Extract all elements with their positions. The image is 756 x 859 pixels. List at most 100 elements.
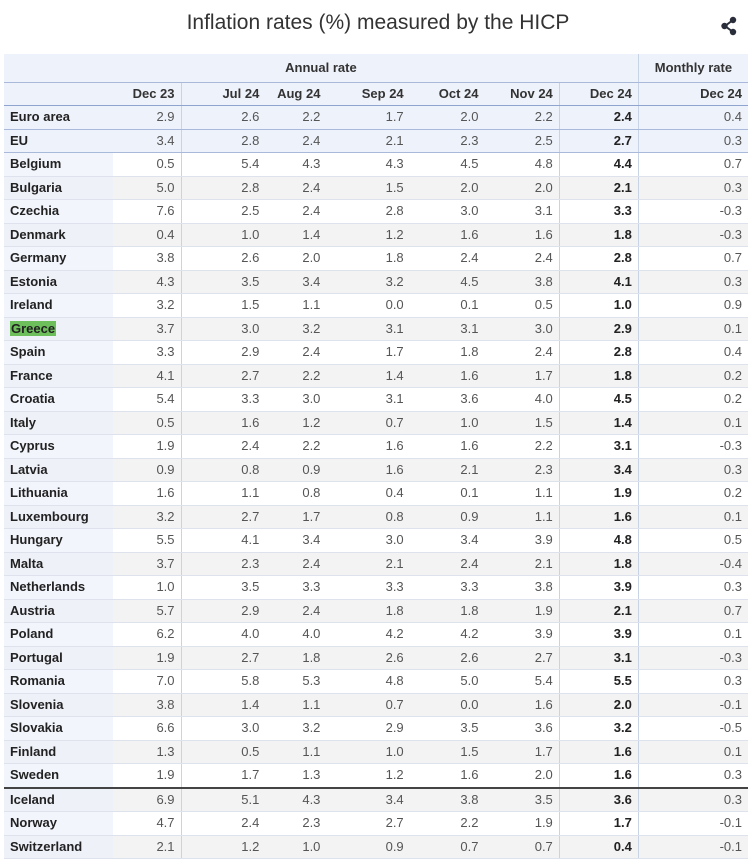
value-cell-nov24: 3.9 [484,528,560,553]
value-cell-nov24: 3.1 [484,199,560,224]
value-cell-dec24-annual: 4.5 [558,387,639,412]
country-column-header [4,82,113,106]
value-cell-sep24: 3.1 [326,317,410,341]
value-cell-dec24-annual: 1.8 [558,552,639,576]
value-cell-jul24: 2.4 [181,434,266,459]
country-label: Romania [10,673,65,689]
value-cell-oct24: 2.3 [409,129,485,153]
page-title: Inflation rates (%) measured by the HICP [186,11,570,34]
value-cell-sep24: 1.4 [326,364,410,388]
value-cell-dec23: 3.8 [112,693,182,717]
country-cell: Austria [4,599,113,623]
value-cell-dec24-monthly: 0.3 [638,669,748,694]
value-cell-aug24: 2.3 [265,811,327,836]
country-label: Austria [10,602,55,618]
value-cell-sep24: 2.8 [326,199,410,224]
value-cell-dec24-annual: 2.8 [558,246,639,271]
value-cell-dec24-monthly: 0.1 [638,317,748,341]
table-row: Austria 5.7 2.9 2.4 1.8 1.8 1.9 2.1 0.7 [4,599,748,623]
value-cell-dec24-annual: 1.6 [558,740,639,764]
value-cell-oct24: 1.6 [409,763,485,789]
value-cell-aug24: 1.2 [265,411,327,435]
value-cell-sep24: 0.0 [326,293,410,318]
column-header-nov24: Nov 24 [484,82,560,106]
value-cell-dec24-monthly: 0.1 [638,411,748,435]
country-cell: Poland [4,622,113,647]
value-cell-jul24: 2.8 [181,176,266,200]
value-cell-oct24: 1.6 [409,223,485,247]
value-cell-dec23: 6.9 [112,787,182,812]
value-cell-aug24: 3.3 [265,575,327,600]
value-cell-dec24-monthly: 0.3 [638,176,748,200]
value-cell-aug24: 1.7 [265,505,327,529]
value-cell-dec24-annual: 2.1 [558,599,639,623]
country-cell: Netherlands [4,575,113,600]
value-cell-aug24: 2.2 [265,364,327,388]
country-label: Hungary [10,532,63,548]
country-label: Belgium [10,156,62,172]
value-cell-dec24-monthly: -0.1 [638,693,748,717]
value-cell-jul24: 1.1 [181,481,266,506]
country-cell: Malta [4,552,113,576]
value-cell-aug24: 2.4 [265,340,327,365]
value-cell-sep24: 1.5 [326,176,410,200]
value-cell-dec24-monthly: -0.4 [638,552,748,576]
value-cell-dec23: 0.4 [112,223,182,247]
value-cell-sep24: 4.3 [326,152,410,177]
value-cell-jul24: 1.4 [181,693,266,717]
country-label: Netherlands [10,579,86,595]
share-icon[interactable] [718,15,740,37]
value-cell-dec23: 7.0 [112,669,182,694]
country-cell: Sweden [4,763,113,789]
value-cell-sep24: 0.4 [326,481,410,506]
hicp-table: Annual rate Monthly rate Dec 23 Jul 24 Aug… [4,54,748,859]
table-row: EU 3.4 2.8 2.4 2.1 2.3 2.5 2.7 0.3 [4,129,748,153]
value-cell-aug24: 1.8 [265,646,327,670]
country-label: Cyprus [10,438,55,454]
value-cell-nov24: 3.5 [484,787,560,812]
value-cell-nov24: 0.5 [484,293,560,318]
value-cell-oct24: 0.9 [409,505,485,529]
value-cell-dec24-monthly: 0.7 [638,152,748,177]
value-cell-dec24-monthly: 0.1 [638,505,748,529]
value-cell-dec24-monthly: 0.7 [638,599,748,623]
column-header-dec24-monthly: Dec 24 [638,82,748,106]
country-label: Norway [10,815,57,831]
value-cell-aug24: 4.3 [265,787,327,812]
country-cell: Portugal [4,646,113,670]
value-cell-sep24: 1.8 [326,599,410,623]
country-label: Slovenia [10,696,64,712]
country-cell: Spain [4,340,113,365]
value-cell-oct24: 1.6 [409,364,485,388]
value-cell-sep24: 4.8 [326,669,410,694]
value-cell-dec24-monthly: -0.3 [638,434,748,459]
value-cell-dec23: 3.8 [112,246,182,271]
value-cell-nov24: 2.7 [484,646,560,670]
country-cell: Germany [4,246,113,271]
country-cell: Italy [4,411,113,435]
value-cell-oct24: 2.0 [409,105,485,130]
value-cell-dec23: 5.0 [112,176,182,200]
country-cell: Ireland [4,293,113,318]
table-row: Sweden 1.9 1.7 1.3 1.2 1.6 2.0 1.6 0.3 [4,763,748,789]
table-row: Norway 4.7 2.4 2.3 2.7 2.2 1.9 1.7 -0.1 [4,811,748,836]
value-cell-aug24: 3.4 [265,528,327,553]
value-cell-dec24-annual: 1.8 [558,364,639,388]
value-cell-sep24: 1.6 [326,434,410,459]
value-cell-jul24: 5.4 [181,152,266,177]
value-cell-nov24: 3.8 [484,270,560,294]
country-label: Luxembourg [10,508,89,524]
value-cell-aug24: 3.0 [265,387,327,412]
value-cell-jul24: 2.8 [181,129,266,153]
value-cell-dec24-monthly: 0.3 [638,458,748,482]
value-cell-oct24: 3.6 [409,387,485,412]
value-cell-nov24: 1.5 [484,411,560,435]
value-cell-jul24: 1.7 [181,763,266,789]
country-label: Slovakia [10,720,63,736]
value-cell-sep24: 1.6 [326,458,410,482]
value-cell-oct24: 0.1 [409,293,485,318]
value-cell-oct24: 1.0 [409,411,485,435]
value-cell-nov24: 2.2 [484,434,560,459]
value-cell-jul24: 2.3 [181,552,266,576]
value-cell-dec24-annual: 4.1 [558,270,639,294]
